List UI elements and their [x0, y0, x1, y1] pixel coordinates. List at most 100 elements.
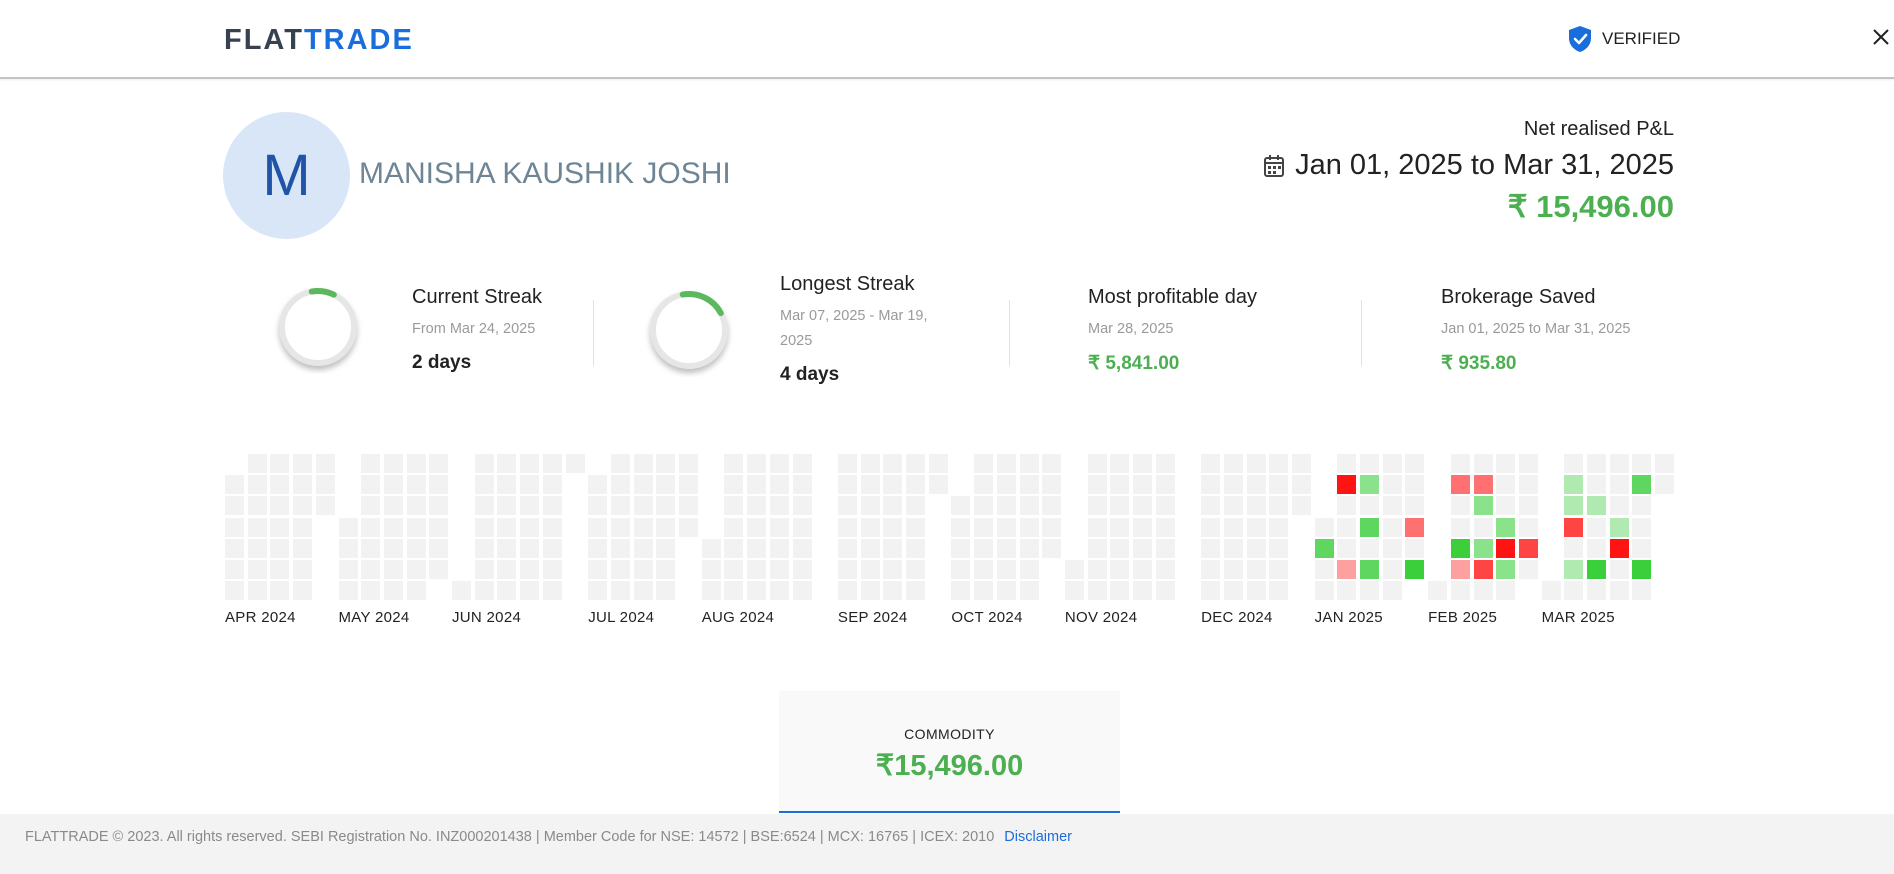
day-cell[interactable]	[1496, 581, 1516, 601]
day-cell[interactable]	[1360, 454, 1379, 473]
day-cell[interactable]	[1518, 496, 1538, 516]
day-cell[interactable]	[1496, 496, 1516, 516]
day-cell[interactable]	[474, 475, 494, 495]
day-cell[interactable]	[906, 496, 925, 516]
day-cell[interactable]	[1042, 538, 1062, 558]
day-cell[interactable]	[406, 496, 426, 516]
day-cell[interactable]	[565, 454, 585, 473]
day-cell[interactable]	[1609, 560, 1629, 579]
day-cell[interactable]	[1201, 475, 1221, 495]
day-cell[interactable]	[247, 496, 267, 516]
day-cell[interactable]	[883, 496, 903, 516]
day-cell-profit[interactable]	[1360, 517, 1379, 537]
day-cell[interactable]	[383, 581, 403, 601]
disclaimer-link[interactable]: Disclaimer	[1004, 829, 1072, 845]
day-cell[interactable]	[225, 581, 244, 601]
day-cell[interactable]	[247, 517, 267, 537]
day-cell[interactable]	[1223, 560, 1243, 579]
day-cell[interactable]	[1087, 560, 1107, 579]
day-cell[interactable]	[1564, 581, 1584, 601]
day-cell[interactable]	[270, 538, 290, 558]
day-cell[interactable]	[1564, 538, 1584, 558]
day-cell[interactable]	[1110, 517, 1130, 537]
day-cell[interactable]	[610, 454, 630, 473]
day-cell[interactable]	[1655, 454, 1675, 473]
day-cell[interactable]	[724, 454, 744, 473]
day-cell[interactable]	[1269, 454, 1289, 473]
day-cell[interactable]	[1564, 454, 1584, 473]
day-cell[interactable]	[474, 581, 494, 601]
day-cell[interactable]	[769, 560, 789, 579]
day-cell[interactable]	[1133, 538, 1152, 558]
day-cell[interactable]	[1087, 517, 1107, 537]
day-cell[interactable]	[1382, 496, 1402, 516]
day-cell[interactable]	[225, 560, 244, 579]
day-cell[interactable]	[951, 538, 971, 558]
day-cell-profit[interactable]	[1496, 560, 1516, 579]
day-cell[interactable]	[361, 517, 381, 537]
day-cell[interactable]	[497, 560, 517, 579]
day-cell[interactable]	[474, 454, 494, 473]
day-cell[interactable]	[1382, 560, 1402, 579]
day-cell[interactable]	[361, 538, 381, 558]
day-cell[interactable]	[406, 475, 426, 495]
day-cell[interactable]	[520, 581, 540, 601]
day-cell[interactable]	[1314, 581, 1334, 601]
day-cell[interactable]	[883, 560, 903, 579]
day-cell[interactable]	[1291, 454, 1311, 473]
day-cell[interactable]	[1201, 517, 1221, 537]
day-cell-loss[interactable]	[1518, 538, 1538, 558]
day-cell[interactable]	[520, 496, 540, 516]
day-cell-loss[interactable]	[1496, 538, 1516, 558]
day-cell[interactable]	[906, 560, 925, 579]
day-cell[interactable]	[1632, 517, 1652, 537]
day-cell[interactable]	[633, 496, 653, 516]
day-cell[interactable]	[542, 581, 562, 601]
day-cell[interactable]	[860, 496, 880, 516]
day-cell[interactable]	[1360, 581, 1379, 601]
day-cell[interactable]	[837, 454, 857, 473]
day-cell[interactable]	[860, 581, 880, 601]
day-cell[interactable]	[860, 538, 880, 558]
day-cell[interactable]	[1155, 581, 1175, 601]
day-cell[interactable]	[996, 581, 1016, 601]
day-cell[interactable]	[656, 560, 676, 579]
day-cell[interactable]	[837, 475, 857, 495]
day-cell[interactable]	[792, 560, 812, 579]
day-cell[interactable]	[610, 560, 630, 579]
day-cell[interactable]	[906, 475, 925, 495]
day-cell[interactable]	[792, 496, 812, 516]
day-cell[interactable]	[429, 475, 449, 495]
day-cell[interactable]	[1223, 496, 1243, 516]
day-cell[interactable]	[792, 454, 812, 473]
day-cell[interactable]	[293, 454, 313, 473]
day-cell[interactable]	[1246, 496, 1266, 516]
day-cell[interactable]	[1201, 496, 1221, 516]
day-cell[interactable]	[520, 538, 540, 558]
day-cell[interactable]	[383, 475, 403, 495]
day-cell[interactable]	[996, 475, 1016, 495]
day-cell[interactable]	[406, 581, 426, 601]
day-cell[interactable]	[724, 475, 744, 495]
day-cell[interactable]	[633, 475, 653, 495]
day-cell[interactable]	[1382, 454, 1402, 473]
day-cell[interactable]	[1019, 517, 1039, 537]
day-cell[interactable]	[406, 517, 426, 537]
day-cell[interactable]	[1201, 581, 1221, 601]
day-cell[interactable]	[1360, 538, 1379, 558]
day-cell[interactable]	[769, 581, 789, 601]
day-cell[interactable]	[1337, 581, 1357, 601]
day-cell[interactable]	[610, 496, 630, 516]
day-cell[interactable]	[928, 454, 948, 473]
day-cell[interactable]	[1337, 538, 1357, 558]
day-cell[interactable]	[474, 496, 494, 516]
day-cell[interactable]	[588, 475, 608, 495]
day-cell-loss[interactable]	[1337, 560, 1357, 579]
day-cell-profit[interactable]	[1473, 496, 1493, 516]
day-cell[interactable]	[1155, 538, 1175, 558]
day-cell[interactable]	[1473, 581, 1493, 601]
day-cell[interactable]	[1087, 475, 1107, 495]
day-cell[interactable]	[1632, 538, 1652, 558]
day-cell[interactable]	[1019, 581, 1039, 601]
day-cell[interactable]	[656, 496, 676, 516]
